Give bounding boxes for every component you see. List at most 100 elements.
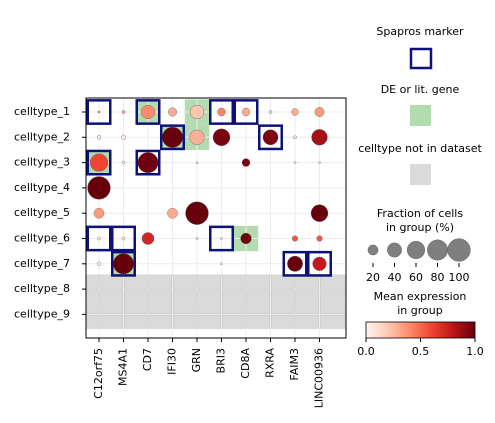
dot-celltype_1-CD8A: [241, 107, 251, 117]
x-tick-label: CD7: [141, 348, 154, 371]
dot-celltype_5-C12orf75: [93, 207, 105, 219]
legend-fraction-dot: [427, 239, 448, 261]
spapros-marker-box: [258, 124, 283, 151]
spapros-marker-box: [111, 250, 136, 277]
dot-celltype_4-C12orf75: [87, 176, 111, 200]
y-tick-label: celltype_7: [14, 257, 70, 270]
y-tick-label: celltype_6: [14, 232, 70, 245]
dot-celltype_3-CD8A: [241, 158, 251, 167]
y-tick-label: celltype_8: [14, 282, 70, 295]
dot-celltype_2-MS4A1: [121, 134, 126, 140]
spapros-marker-box: [209, 225, 234, 252]
y-tick-label: celltype_5: [14, 206, 70, 219]
dot-celltype_3-CD7: [137, 152, 159, 173]
x-tick-label: IFI30: [166, 348, 179, 375]
dot-celltype_7-BRI3: [220, 262, 223, 266]
dot-celltype_3-MS4A1: [121, 160, 126, 165]
legend-expression-title: Mean expression: [374, 290, 467, 303]
legend-expression-title: in group: [397, 304, 442, 317]
dot-celltype_5-IFI30: [167, 207, 178, 219]
dot-celltype_2-GRN: [189, 129, 205, 145]
plot-frame: [85, 97, 347, 339]
dot-celltype_3-GRN: [195, 161, 199, 164]
dot-celltype_2-IFI30: [162, 126, 183, 148]
legend-fraction-dot: [367, 244, 379, 256]
spapros-marker-box: [282, 250, 308, 277]
x-tick-label: CD8A: [239, 348, 252, 379]
legend-spapros-title: Spapros marker: [376, 25, 464, 38]
dot-celltype_6-CD8A: [240, 232, 252, 245]
dot-celltype_6-BRI3: [220, 237, 223, 240]
legend-fraction-tick-label: 100: [449, 271, 470, 284]
y-tick-label: celltype_3: [14, 156, 70, 169]
legend-spapros-swatch: [409, 47, 433, 70]
y-tick-label: celltype_1: [14, 105, 70, 118]
dot-celltype_7-C12orf75: [96, 261, 102, 266]
dot-celltype_6-C12orf75: [97, 236, 101, 241]
dot-celltype_3-C12orf75: [89, 153, 109, 172]
dot-celltype_1-LINC00936: [314, 107, 325, 117]
legend-fraction-title: in group (%): [386, 221, 454, 234]
dot-celltype_6-FAIM3: [292, 235, 298, 242]
dot-celltype_2-LINC00936: [311, 129, 328, 146]
spapros-marker-box: [111, 225, 136, 252]
legend-de-swatch: [410, 105, 431, 126]
dot-celltype_6-CD7: [141, 232, 155, 245]
dot-celltype_1-IFI30: [168, 107, 177, 117]
dot-celltype_7-MS4A1: [113, 253, 134, 275]
legend-fraction-dot: [406, 240, 426, 260]
spapros-marker-box: [86, 149, 112, 176]
dot-celltype_1-BRI3: [217, 107, 226, 117]
dot-celltype_1-FAIM3: [291, 108, 299, 116]
legend-fraction-tick-label: 40: [388, 271, 402, 284]
x-tick-label: FAIM3: [288, 348, 301, 381]
legend-missing-title: celltype not in dataset: [358, 142, 482, 155]
dot-celltype_2-RXRA: [262, 129, 279, 146]
dot-celltype_1-RXRA: [268, 110, 273, 114]
spapros-marker-box: [86, 99, 112, 125]
dot-celltype_7-LINC00936: [312, 256, 327, 271]
spapros-marker-box: [307, 250, 332, 277]
legend-colorbar: [365, 321, 476, 339]
x-tick-label: MS4A1: [117, 348, 130, 386]
x-tick-label: BRI3: [215, 348, 228, 373]
spapros-marker-box: [86, 225, 112, 252]
legend-fraction-dot: [387, 242, 402, 258]
legend-fraction-tick-label: 60: [409, 271, 423, 284]
legend-colorbar-tick-label: 1.0: [466, 345, 484, 358]
dot-celltype_1-GRN: [189, 104, 205, 120]
legend-de-title: DE or lit. gene: [381, 83, 460, 96]
dot-celltype_6-LINC00936: [316, 235, 323, 242]
y-tick-label: celltype_4: [14, 181, 70, 194]
legend-fraction-title: Fraction of cells: [377, 207, 463, 220]
x-tick-label: RXRA: [264, 348, 277, 378]
legend-colorbar-tick-label: 0.0: [357, 345, 375, 358]
x-tick-label: LINC00936: [313, 348, 326, 408]
y-tick-label: celltype_9: [14, 307, 70, 320]
spapros-marker-box: [135, 99, 161, 125]
legend-fraction-tick-label: 20: [366, 271, 380, 284]
dot-celltype_1-MS4A1: [121, 110, 126, 114]
dot-celltype_5-GRN: [185, 201, 209, 225]
dot-celltype_2-BRI3: [212, 128, 231, 146]
dot-celltype_6-MS4A1: [121, 236, 126, 241]
legend-colorbar-tick-label: 0.5: [412, 345, 430, 358]
dot-celltype_1-C12orf75: [97, 110, 101, 114]
dot-celltype_5-LINC00936: [310, 204, 329, 222]
spapros-marker-box: [160, 124, 185, 151]
dot-celltype_6-GRN: [195, 237, 199, 240]
dot-celltype_3-FAIM3: [293, 161, 297, 164]
y-tick-label: celltype_2: [14, 130, 70, 143]
dot-celltype_3-LINC00936: [318, 161, 321, 164]
dot-celltype_7-FAIM3: [287, 255, 303, 272]
spapros-marker-box: [135, 149, 161, 176]
legend-missing-swatch: [410, 164, 431, 185]
spapros-marker-box: [209, 99, 234, 125]
dot-celltype_2-FAIM3: [293, 135, 297, 140]
legend-fraction-dot: [447, 238, 471, 262]
dot-celltype_2-C12orf75: [96, 135, 102, 140]
legend-fraction-tick-label: 80: [431, 271, 445, 284]
x-tick-label: C12orf75: [92, 348, 105, 399]
